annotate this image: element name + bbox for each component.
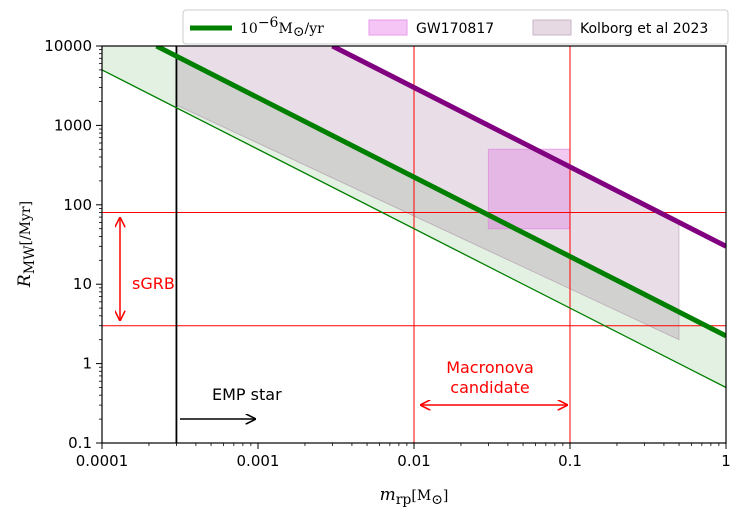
x-axis-sub: rp xyxy=(396,492,412,508)
legend-green-label: 10−6M⊙/yr xyxy=(240,15,324,40)
series-green-main xyxy=(155,46,726,339)
y-axis-ticks: 0.1 1 10 100 1000 10000 xyxy=(44,37,102,452)
y-tick-label: 1000 xyxy=(54,116,92,134)
y-tick-label: 100 xyxy=(63,196,92,214)
y-axis-title: RMW[/Myr] xyxy=(15,201,38,288)
x-axis-sun: ⊙ xyxy=(431,492,443,508)
kolborg-band xyxy=(175,46,680,341)
x-axis-unit: [M xyxy=(411,488,431,504)
legend-kolborg-label: Kolborg et al 2023 xyxy=(580,21,708,37)
y-tick-label: 10 xyxy=(73,275,92,293)
legend-green-exp: −6 xyxy=(258,15,279,31)
x-tick-label: 0.0001 xyxy=(76,452,129,470)
legend-green-unit: M xyxy=(278,21,292,37)
sgrb-label: sGRB xyxy=(132,274,175,293)
reference-lines-layer xyxy=(102,46,726,443)
x-tick-label: 0.01 xyxy=(397,452,430,470)
legend-green-tail: /yr xyxy=(305,21,325,37)
series-green-lower xyxy=(102,69,726,389)
y-axis-unit: [/Myr] xyxy=(18,201,34,246)
emp-label: EMP star xyxy=(212,385,282,404)
sgrb-annotation: sGRB xyxy=(120,218,175,320)
y-axis-sub: MW xyxy=(22,245,38,274)
x-tick-label: 1 xyxy=(721,452,731,470)
legend-green-sun: ⊙ xyxy=(293,24,305,40)
legend-kolborg-swatch xyxy=(532,19,572,36)
legend-gw-label: GW170817 xyxy=(416,21,494,37)
x-axis-title: mrp[M⊙] xyxy=(380,485,449,508)
y-axis-var: R xyxy=(15,274,35,288)
macronova-label-line1: Macronova xyxy=(446,358,534,377)
x-tick-label: 0.1 xyxy=(558,452,582,470)
x-axis-ticks: 0.0001 0.001 0.01 0.1 1 xyxy=(76,443,731,470)
x-axis-close: ] xyxy=(443,488,448,504)
y-tick-label: 1 xyxy=(82,355,92,373)
legend-box xyxy=(182,9,729,45)
legend-gw-swatch xyxy=(368,19,408,36)
y-tick-label: 0.1 xyxy=(68,434,92,452)
y-tick-label: 10000 xyxy=(44,37,92,55)
legend-green-base: 10 xyxy=(240,21,258,37)
series-layer xyxy=(102,46,726,389)
legend: 10−6M⊙/yr GW170817 Kolborg et al 2023 xyxy=(182,9,729,45)
x-axis-var: m xyxy=(380,485,396,505)
macronova-annotation: Macronova candidate xyxy=(421,358,567,405)
emp-annotation: EMP star xyxy=(180,385,282,419)
macronova-label-line2: candidate xyxy=(450,378,529,397)
series-purple xyxy=(331,46,726,249)
x-tick-label: 0.001 xyxy=(237,452,280,470)
